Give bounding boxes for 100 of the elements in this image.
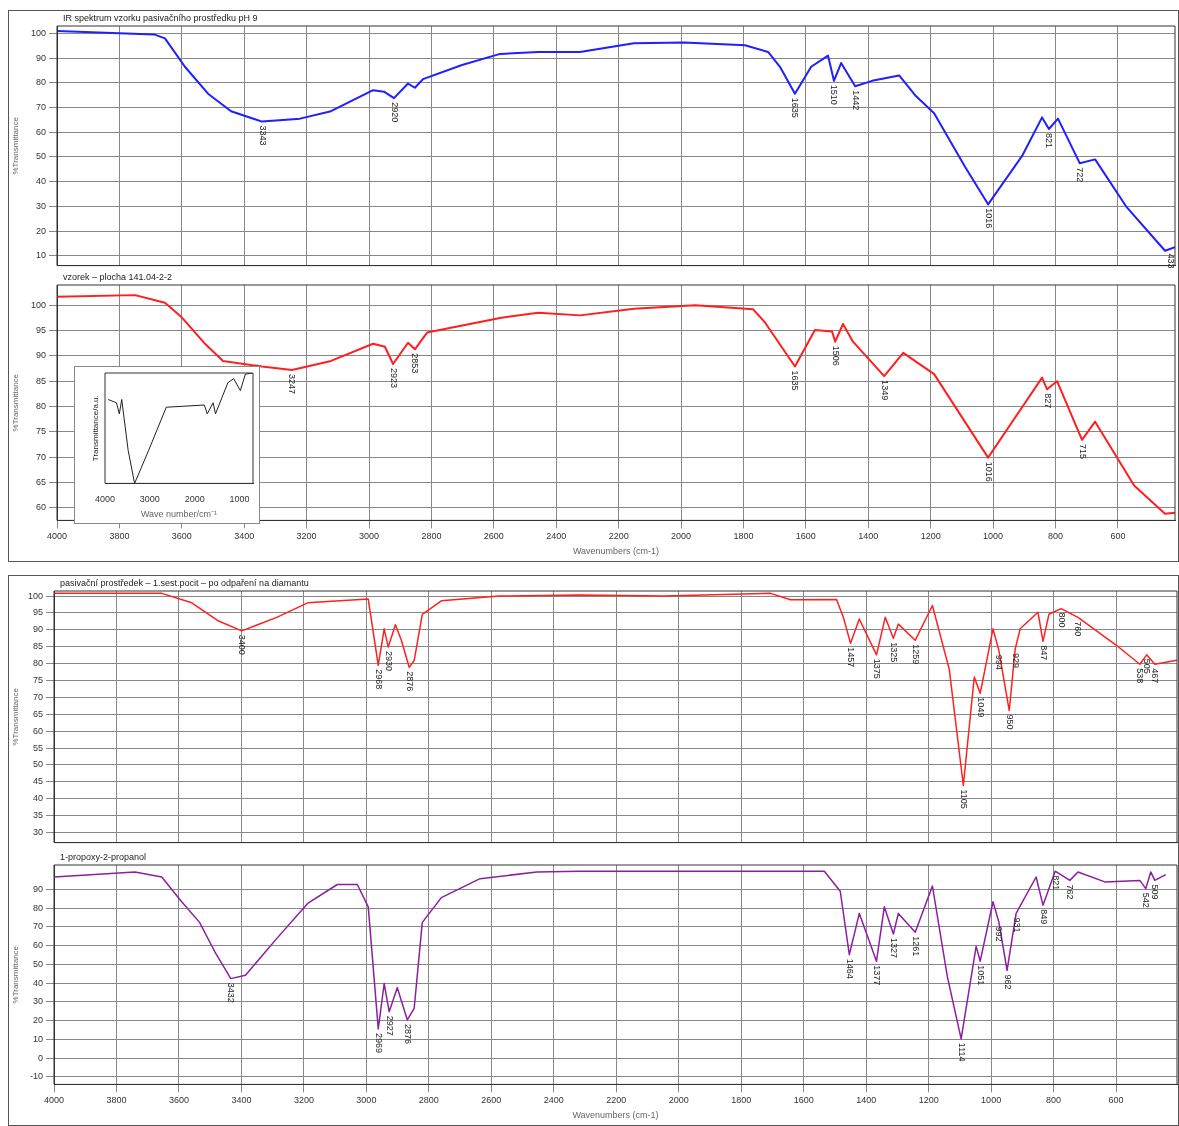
annotation: 3247 [287,374,298,395]
y-tick-label: 80 [35,400,46,411]
annotation: 2853 [410,353,421,374]
chart-title: IR spektrum vzorku pasivačního prostředku pH 9 [63,12,258,23]
x-tick-label: 2400 [543,1095,564,1106]
x-tick-label: 2400 [546,531,567,542]
y-tick-label: 10 [32,1033,43,1044]
y-tick-label: -10 [29,1071,43,1082]
y-tick-label: 35 [32,810,43,821]
x-tick-label: 2000 [668,1095,689,1106]
x-tick-label: 3000 [356,1095,377,1106]
y-tick-label: 40 [32,977,43,988]
y-tick-label: 30 [32,996,43,1007]
y-tick-label: 30 [35,200,46,211]
annotation: 1049 [975,697,986,718]
y-tick-label: 70 [32,691,43,702]
annotation: 1114 [956,1042,967,1062]
y-tick-label: 100 [30,27,46,38]
y-tick-label: 75 [32,674,43,685]
y-tick-label: 65 [35,476,46,487]
x-tick-label: 1000 [229,494,250,505]
x-tick-label: 1600 [793,1095,814,1106]
x-tick-label: 2200 [608,531,629,542]
x-tick-label: 2000 [671,531,692,542]
x-tick-label: 2200 [606,1095,627,1106]
annotation: 849 [1038,909,1049,925]
y-tick-label: 90 [35,52,46,63]
y-tick-label: 10 [35,250,46,261]
y-tick-label: 0 [37,1052,43,1063]
x-tick-label: 3600 [168,1095,189,1106]
y-tick-label: 80 [32,658,43,669]
annotation: 760 [1073,621,1084,637]
x-tick-label: 3800 [109,531,130,542]
y-tick-label: 100 [27,590,43,601]
annotation: 950 [1004,714,1015,730]
x-tick-label: 1400 [858,531,879,542]
x-tick-label: 3400 [231,1095,252,1106]
annotation: 827 [1042,393,1053,409]
annotation: 1635 [790,97,801,118]
x-tick-label: 1000 [981,1095,1002,1106]
y-axis-title: %Transmittance [11,116,20,175]
x-tick-label: 1800 [731,1095,752,1106]
y-axis-title: %Transmittance [11,373,20,432]
x-tick-label: 800 [1047,531,1064,542]
chart-title: 1-propoxy-2-propanol [60,851,147,862]
y-tick-label: 40 [35,176,46,187]
annotation: 2923 [388,367,399,388]
y-axis-title: %Transmittance [11,945,20,1004]
annotation: 2876 [404,671,415,692]
x-tick-label: 2600 [483,531,504,542]
annotation: 1051 [975,965,986,986]
annotation: 1506 [830,345,841,366]
y-axis-title: %Transmittance [11,687,20,746]
x-tick-label: 3000 [359,531,380,542]
annotation: 1464 [844,958,855,979]
y-axis-title: Transmittance/a.u. [91,395,101,462]
x-tick-label: 1200 [920,531,941,542]
x-tick-label: 3200 [293,1095,314,1106]
x-tick-label: 3400 [234,531,255,542]
x-tick-label: 2800 [421,531,442,542]
x-axis-title: Wavenumbers (cm-1) [572,1110,659,1121]
x-axis-title: Wavenumbers (cm-1) [572,546,660,557]
y-tick-label: 85 [32,641,43,652]
x-tick-label: 1600 [795,531,816,542]
y-tick-label: 70 [35,102,46,112]
y-tick-label: 60 [35,126,46,137]
x-tick-label: 3000 [139,494,160,505]
annotation: 2920 [389,102,400,123]
y-tick-label: 70 [35,451,46,462]
annotation: 762 [1065,884,1076,900]
y-tick-label: 85 [35,375,46,386]
y-tick-label: 70 [32,921,43,932]
x-tick-label: 3800 [106,1095,127,1106]
y-tick-label: 50 [35,151,46,162]
annotation: 715 [1077,443,1088,459]
annotation: 1327 [888,938,899,959]
chart-title: pasivační prostředek – 1.sest.pocit – po odpaření na diamantu [60,577,309,588]
y-tick-label: 65 [32,708,43,719]
x-tick-label: 4000 [43,1095,65,1106]
y-tick-label: 40 [32,793,43,804]
annotation: 3400 [237,634,248,655]
annotation: 1016 [983,461,994,482]
x-tick-label: 600 [1110,531,1126,542]
annotation: 1016 [983,208,994,229]
annotation: 2968 [373,669,384,690]
y-tick-label: 95 [35,325,46,336]
annotation: 992 [994,926,1005,942]
y-tick-label: 80 [32,902,43,913]
annotation: 847 [1038,645,1049,661]
annotation: 1510 [829,84,840,105]
x-tick-label: 600 [1108,1095,1124,1106]
chart-title: vzorek – plocha 141.04-2-2 [63,271,173,282]
annotation: 3432 [226,982,237,1003]
annotation: 1261 [910,936,921,957]
annotation: 509 [1150,884,1161,900]
annotation: 722 [1075,167,1086,183]
annotation: 1375 [872,658,883,679]
x-tick-label: 1800 [733,531,754,542]
annotation: 800 [1056,612,1067,628]
y-tick-label: 100 [30,299,46,310]
